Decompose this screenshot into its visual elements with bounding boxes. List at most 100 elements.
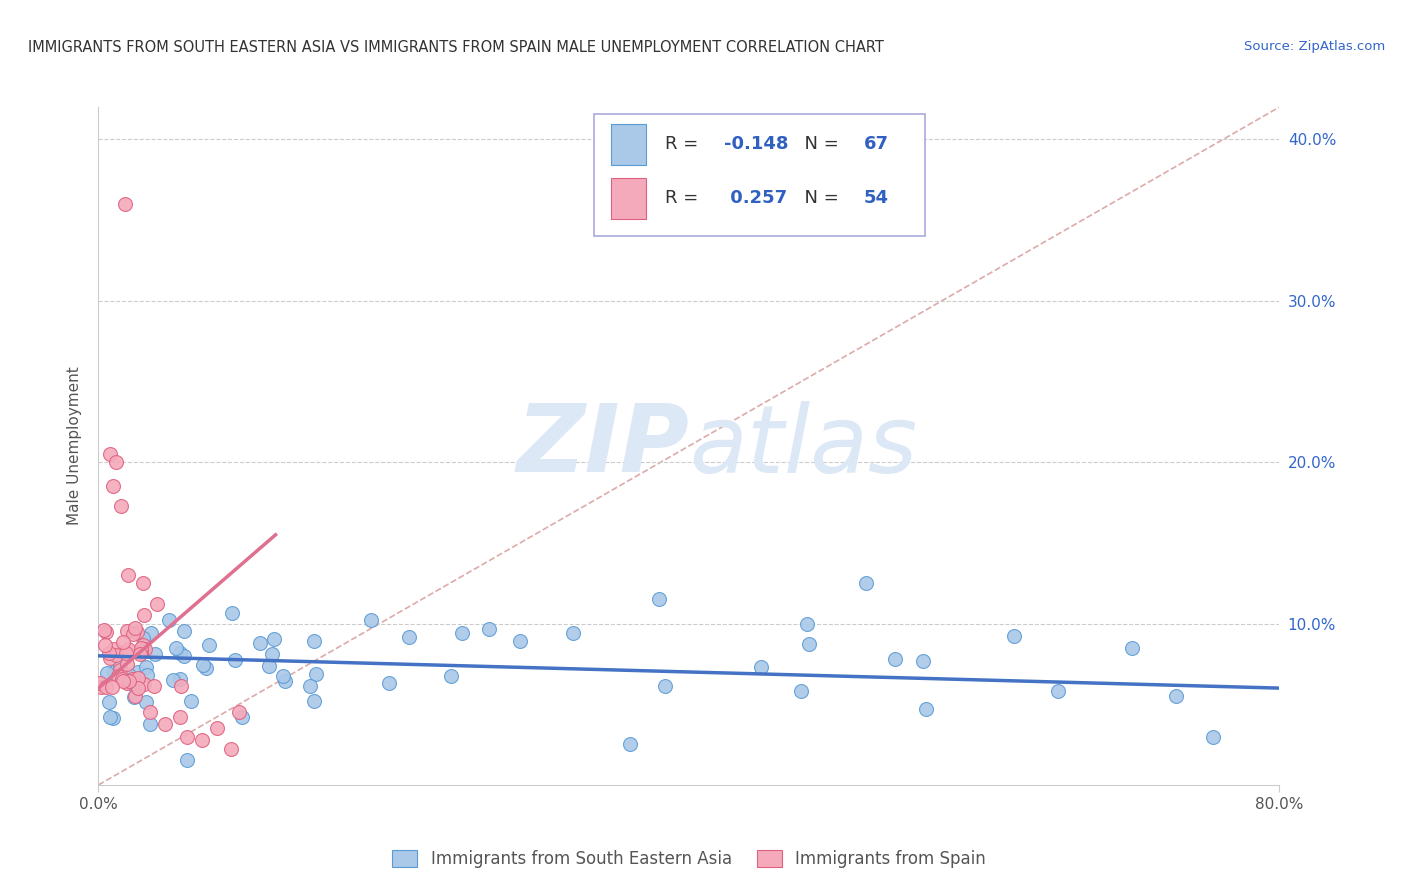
Legend: Immigrants from South Eastern Asia, Immigrants from Spain: Immigrants from South Eastern Asia, Immi… bbox=[385, 843, 993, 875]
Point bbox=[108, 663, 131, 677]
Point bbox=[360, 613, 382, 627]
Point bbox=[165, 641, 187, 656]
Point bbox=[1202, 730, 1225, 744]
Point bbox=[98, 695, 121, 709]
Point bbox=[121, 672, 143, 686]
Point bbox=[1166, 689, 1188, 703]
Text: ZIP: ZIP bbox=[516, 400, 689, 492]
Point bbox=[115, 646, 138, 660]
Point bbox=[114, 197, 136, 211]
Point bbox=[749, 660, 772, 674]
Point bbox=[257, 659, 280, 673]
Point bbox=[198, 638, 221, 652]
Point bbox=[302, 633, 325, 648]
Point bbox=[1002, 630, 1025, 644]
Point bbox=[654, 679, 676, 693]
Text: Source: ZipAtlas.com: Source: ZipAtlas.com bbox=[1244, 40, 1385, 54]
Point bbox=[139, 625, 162, 640]
Text: R =: R = bbox=[665, 189, 704, 207]
Point bbox=[205, 722, 228, 736]
Point bbox=[162, 673, 184, 688]
Point bbox=[90, 680, 112, 694]
Point bbox=[127, 681, 149, 695]
Y-axis label: Male Unemployment: Male Unemployment bbox=[67, 367, 83, 525]
Point bbox=[176, 730, 198, 744]
Point bbox=[135, 660, 157, 674]
Point bbox=[173, 649, 195, 664]
Text: N =: N = bbox=[793, 189, 845, 207]
Point bbox=[89, 676, 111, 690]
Text: N =: N = bbox=[793, 135, 845, 153]
Point bbox=[139, 706, 162, 720]
Point bbox=[191, 732, 214, 747]
Point bbox=[105, 455, 128, 469]
Point bbox=[127, 671, 149, 685]
Point bbox=[110, 499, 132, 513]
Text: IMMIGRANTS FROM SOUTH EASTERN ASIA VS IMMIGRANTS FROM SPAIN MALE UNEMPLOYMENT CO: IMMIGRANTS FROM SOUTH EASTERN ASIA VS IM… bbox=[28, 40, 884, 55]
Point bbox=[790, 683, 813, 698]
Text: 0.257: 0.257 bbox=[724, 189, 787, 207]
Point bbox=[299, 679, 322, 693]
Point bbox=[271, 669, 294, 683]
Point bbox=[146, 597, 169, 611]
Point bbox=[169, 646, 191, 660]
Point bbox=[129, 644, 152, 658]
Point bbox=[134, 642, 156, 657]
Point bbox=[224, 653, 246, 667]
Point bbox=[304, 666, 326, 681]
Point bbox=[176, 753, 198, 767]
Point bbox=[796, 616, 818, 631]
Point bbox=[124, 689, 146, 703]
Point bbox=[127, 625, 149, 640]
Point bbox=[231, 709, 253, 723]
Point bbox=[263, 632, 285, 646]
Point bbox=[562, 625, 585, 640]
Point bbox=[110, 657, 132, 672]
Point bbox=[101, 711, 124, 725]
Point bbox=[118, 668, 141, 682]
Point bbox=[98, 447, 121, 461]
Point bbox=[94, 624, 117, 639]
Point bbox=[302, 694, 325, 708]
Point bbox=[124, 678, 146, 692]
Point bbox=[799, 637, 821, 651]
Point bbox=[122, 690, 145, 705]
Point bbox=[94, 680, 117, 694]
Point bbox=[157, 613, 180, 627]
Point bbox=[103, 479, 125, 493]
Point bbox=[1121, 640, 1143, 655]
Text: R =: R = bbox=[665, 135, 704, 153]
Point bbox=[173, 624, 195, 638]
Point bbox=[142, 680, 165, 694]
Point bbox=[170, 679, 193, 693]
Point bbox=[132, 576, 155, 591]
Point bbox=[111, 672, 134, 686]
Point bbox=[169, 673, 191, 687]
Point bbox=[131, 631, 153, 645]
Point bbox=[101, 680, 124, 694]
Point bbox=[249, 635, 271, 649]
FancyBboxPatch shape bbox=[612, 178, 647, 219]
Point bbox=[132, 677, 155, 691]
Point bbox=[509, 634, 531, 648]
Point bbox=[274, 673, 297, 688]
Point bbox=[450, 625, 472, 640]
Point bbox=[378, 676, 401, 690]
Point bbox=[107, 669, 129, 683]
Point bbox=[124, 621, 146, 635]
Point bbox=[619, 738, 641, 752]
Point bbox=[221, 606, 243, 620]
Point bbox=[221, 742, 243, 756]
Point bbox=[121, 627, 143, 641]
Point bbox=[131, 641, 153, 656]
Point bbox=[153, 716, 176, 731]
Point bbox=[912, 654, 935, 668]
Point bbox=[127, 665, 149, 679]
Point bbox=[112, 674, 135, 689]
Point bbox=[180, 694, 202, 708]
Point bbox=[139, 717, 162, 731]
Point bbox=[118, 673, 141, 688]
Point bbox=[117, 641, 139, 656]
Point bbox=[1046, 684, 1070, 698]
Point bbox=[117, 568, 139, 582]
